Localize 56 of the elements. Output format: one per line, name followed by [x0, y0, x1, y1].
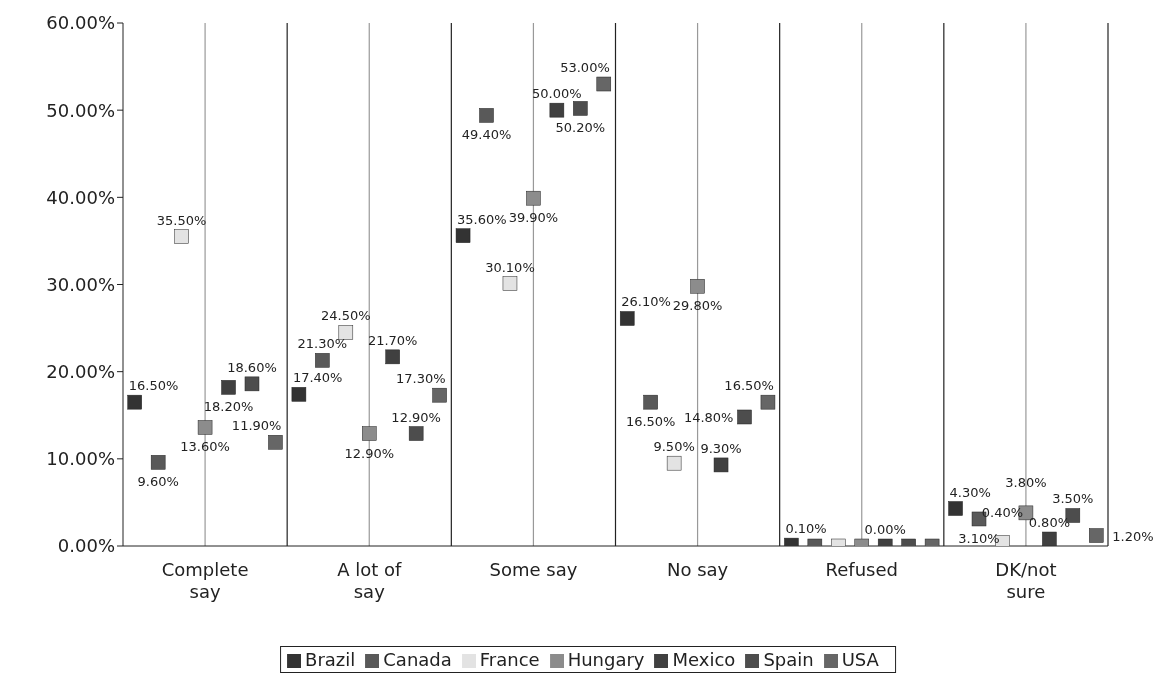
data-label: 9.30% [700, 440, 742, 456]
data-label: 3.80% [1005, 474, 1047, 490]
data-label: 21.30% [297, 336, 348, 352]
data-label: 0.00% [864, 522, 906, 537]
x-tick-label: DK/not sure [995, 559, 1057, 602]
legend-label: USA [841, 649, 879, 670]
data-label: 26.10% [621, 294, 671, 310]
data-label: 17.30% [396, 371, 446, 387]
y-tick-label: 10.00% [46, 448, 115, 470]
data-label: 16.50% [724, 378, 774, 394]
x-tick-label: No say [666, 559, 729, 580]
data-label: 9.60% [137, 474, 179, 490]
data-label: 30.10% [485, 259, 535, 275]
data-label: 35.50% [156, 212, 207, 228]
legend-label: France [479, 649, 540, 670]
y-tick-label: 0.00% [57, 535, 115, 557]
data-label: 0.80% [1028, 515, 1071, 531]
y-tick-label: 20.00% [46, 361, 115, 383]
data-label: 0.10% [785, 521, 827, 537]
data-label: 16.50% [128, 378, 179, 394]
legend-label: Mexico [672, 649, 736, 670]
y-tick-label: 40.00% [46, 186, 115, 208]
data-label: 9.50% [653, 439, 695, 455]
data-label: 39.90% [508, 210, 559, 226]
data-label: 13.60% [180, 439, 230, 455]
data-label: 16.50% [625, 414, 676, 430]
x-tick-label: Complete say [161, 559, 249, 602]
data-label: 12.90% [344, 445, 395, 461]
data-label: 24.50% [321, 308, 371, 324]
data-label: 53.00% [560, 60, 610, 76]
data-label: 18.20% [203, 399, 254, 415]
data-label: 3.10% [958, 530, 1000, 546]
data-label: 50.20% [555, 120, 606, 136]
data-label: 29.80% [672, 298, 723, 314]
y-tick-label: 30.00% [46, 273, 115, 295]
y-tick-label: 50.00% [46, 99, 115, 121]
data-label: 3.50% [1052, 491, 1094, 507]
data-label: 11.90% [231, 418, 282, 434]
x-tick-label: A lot of say [337, 559, 402, 602]
data-label: 21.70% [367, 332, 418, 348]
data-label: 4.30% [949, 484, 991, 500]
legend-label: Canada [383, 649, 452, 670]
data-label: 35.60% [457, 211, 507, 227]
data-label: 14.80% [683, 409, 734, 425]
legend-label: Hungary [567, 649, 645, 670]
x-tick-label: Refused [825, 559, 898, 580]
data-label: 12.90% [391, 409, 441, 425]
x-tick-label: Some say [489, 559, 578, 580]
data-label: 18.60% [227, 359, 277, 375]
data-label: 50.00% [532, 86, 582, 102]
data-label: 49.40% [461, 127, 512, 143]
data-label: 1.20% [1112, 528, 1154, 544]
y-tick-label: 60.00% [46, 12, 115, 34]
legend-label: Spain [763, 649, 814, 670]
data-label: 17.40% [292, 370, 343, 386]
legend-label: Brazil [305, 649, 356, 670]
